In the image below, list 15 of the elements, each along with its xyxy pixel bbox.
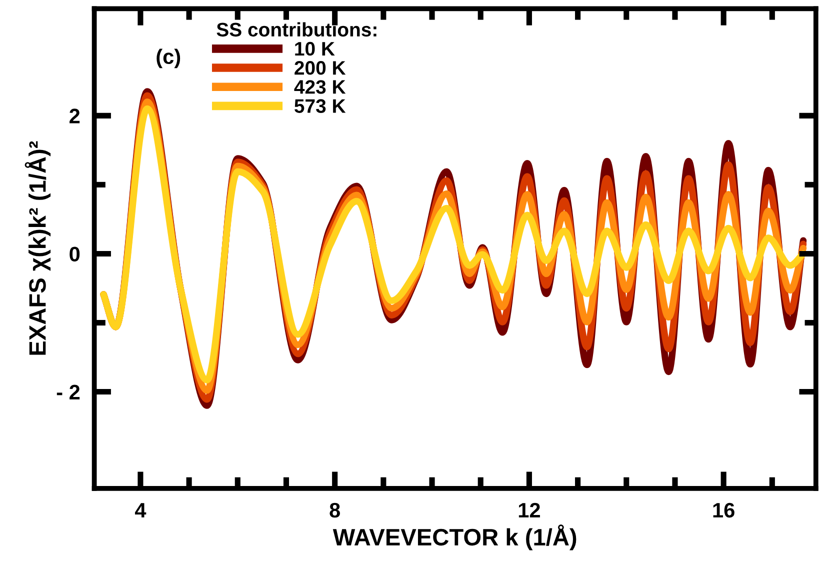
legend-label: 573 K — [294, 99, 346, 113]
x-tick-label: 16 — [713, 502, 734, 518]
legend-label: 10 K — [295, 42, 335, 56]
x-tick-label: 12 — [518, 502, 540, 518]
y-axis-title: EXAFS χ(k)k² (1/Å)² — [24, 141, 51, 355]
legend-label: 423 K — [294, 80, 346, 94]
x-tick-label: 4 — [134, 503, 146, 518]
legend-title: SS contributions: — [216, 22, 376, 37]
legend-label: 200 K — [294, 60, 346, 75]
y-tick-label: 2 — [70, 108, 80, 124]
x-tick-label: 8 — [330, 502, 340, 518]
y-tick-label: 0 — [70, 246, 80, 262]
y-tick-label: - 2 — [56, 384, 80, 400]
annotation: (c) — [156, 48, 180, 68]
x-axis-title: WAVEVECTOR k (1/Å) — [332, 524, 576, 550]
